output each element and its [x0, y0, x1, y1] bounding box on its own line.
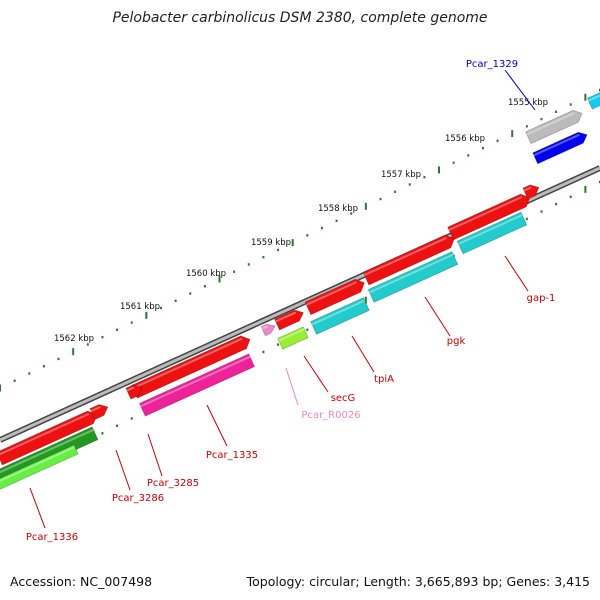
tick-label: 1555 kbp [508, 98, 548, 108]
cds-secG-annot[interactable] [277, 326, 309, 350]
gene-label-leader [351, 335, 375, 373]
gene-label-leader [29, 487, 46, 529]
tick-label: 1561 kbp [120, 302, 160, 312]
tick-label: 1562 kbp [54, 334, 94, 344]
cds-tpiA-strand-shine [305, 281, 357, 306]
cds-gap-1-strand-shine [448, 196, 523, 231]
gene-label-leader [147, 433, 163, 477]
cds-pcar-1335-annot[interactable] [138, 353, 256, 417]
gene-label[interactable]: Pcar_1329 [466, 59, 518, 70]
cds-pcar-1336-annot-2[interactable] [0, 444, 79, 491]
cds-tpiA-annot-shine [311, 299, 366, 326]
gene-label[interactable]: Pcar_3286 [112, 493, 164, 504]
cds-pgk-strand-shine [364, 237, 447, 276]
cds-small-1[interactable] [522, 184, 540, 200]
cds-gap-1-strand[interactable] [447, 193, 531, 241]
tick-label: 1558 kbp [318, 204, 358, 214]
cds-pcar-1336-strand-shine [0, 412, 90, 456]
tick-label: 1559 kbp [251, 238, 291, 248]
cds-secG-strand[interactable] [273, 309, 304, 331]
cds-pcar-1329-shine [588, 94, 600, 102]
cds-pcar-1335-annot-shine [140, 355, 251, 408]
gene-label-leader [424, 296, 451, 337]
cds-pcar-1336-annot-2-shine [0, 446, 76, 482]
gene-label[interactable]: Pcar_3285 [147, 478, 199, 489]
trna-pcar-r0026-shine [261, 325, 269, 330]
cds-gap-1-annot[interactable] [456, 211, 528, 255]
cds-tpiA-strand[interactable] [304, 278, 365, 316]
cds-gray-top[interactable] [525, 109, 583, 145]
gene-label-leader [504, 255, 529, 292]
cds-tpiA-annot[interactable] [310, 297, 370, 335]
accession-text: Accession: NC_007498 [10, 574, 153, 589]
gene-label-leader [285, 367, 299, 406]
tick-label: 1557 kbp [381, 170, 421, 180]
tick-label: 1556 kbp [445, 134, 485, 144]
cds-blue-top[interactable] [532, 131, 588, 165]
cds-gap-1-annot-shine [458, 214, 523, 245]
gene-label[interactable]: Pcar_1335 [206, 450, 258, 461]
gene-label[interactable]: Pcar_1336 [26, 532, 78, 543]
cds-pgk-strand[interactable] [362, 234, 455, 286]
cds-small-2-shine [126, 386, 135, 392]
cds-blue-top-shine [533, 133, 580, 157]
trna-pcar-r0026[interactable] [260, 323, 276, 337]
cds-small-3-shine [90, 406, 101, 412]
gene-label-leader [504, 69, 536, 111]
gene-label[interactable]: tpiA [374, 374, 394, 385]
cds-small-2[interactable] [125, 384, 143, 400]
map-title: Pelobacter carbinolicus DSM 2380, comple… [112, 10, 488, 26]
cds-small-1-shine [523, 186, 532, 192]
genome-stats-text: Topology: circular; Length: 3,665,893 bp… [246, 574, 590, 589]
cds-small-3[interactable] [89, 404, 109, 421]
gene-label[interactable]: gap-1 [527, 293, 556, 304]
gene-label-leader [206, 404, 228, 447]
cds-secG-strand-shine [275, 311, 297, 323]
gene-label[interactable]: Pcar_R0026 [301, 410, 360, 421]
gene-label-leader [115, 449, 131, 491]
gene-label[interactable]: secG [331, 393, 356, 404]
cds-pcar-1335-strand-shine [132, 337, 243, 390]
cds-gray-top-shine [526, 112, 575, 136]
tick-label: 1560 kbp [186, 269, 226, 279]
cds-pcar-1336-annot-shine [0, 428, 94, 474]
cds-pgk-annot[interactable] [367, 251, 459, 303]
cds-secG-annot-shine [278, 328, 305, 342]
cds-pcar-1329[interactable] [586, 91, 600, 110]
gene-label-leader [303, 355, 329, 393]
cds-pgk-annot-shine [369, 253, 454, 294]
gene-label[interactable]: pgk [447, 336, 466, 347]
